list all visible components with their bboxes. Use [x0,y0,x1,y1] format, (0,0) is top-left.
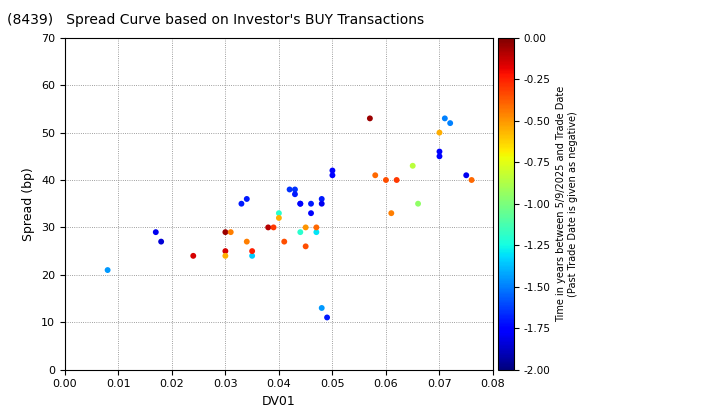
Point [327,167,338,174]
Y-axis label: Spread (bp): Spread (bp) [22,167,35,241]
Point [316,200,328,207]
Point [300,224,312,231]
Point [241,196,253,202]
Point [305,200,317,207]
Point [220,248,231,255]
Point [466,177,477,184]
Point [327,172,338,178]
Point [294,200,306,207]
Point [268,224,279,231]
Point [364,115,376,122]
Point [102,267,113,273]
Point [433,148,445,155]
Point [235,200,247,207]
Point [220,229,231,236]
Text: (8439)   Spread Curve based on Investor's BUY Transactions: (8439) Spread Curve based on Investor's … [7,13,424,26]
Point [310,229,322,236]
Point [380,177,392,184]
Point [225,229,236,236]
Point [279,238,290,245]
Point [187,252,199,259]
X-axis label: DV01: DV01 [262,395,296,408]
Point [246,252,258,259]
Point [321,314,333,321]
Point [369,172,381,178]
Point [433,153,445,160]
Point [241,238,253,245]
Point [391,177,402,184]
Point [156,238,167,245]
Point [413,200,424,207]
Point [316,196,328,202]
Point [246,248,258,255]
Point [273,215,284,221]
Point [439,115,451,122]
Point [433,129,445,136]
Point [316,304,328,311]
Point [150,229,161,236]
Point [273,210,284,217]
Point [300,243,312,250]
Point [444,120,456,126]
Point [305,210,317,217]
Point [294,229,306,236]
Point [289,191,301,197]
Point [220,252,231,259]
Point [262,224,274,231]
Point [385,210,397,217]
Point [461,172,472,178]
Y-axis label: Time in years between 5/9/2025 and Trade Date
(Past Trade Date is given as negat: Time in years between 5/9/2025 and Trade… [557,86,578,322]
Point [407,163,418,169]
Point [289,186,301,193]
Point [284,186,295,193]
Point [310,224,322,231]
Point [294,200,306,207]
